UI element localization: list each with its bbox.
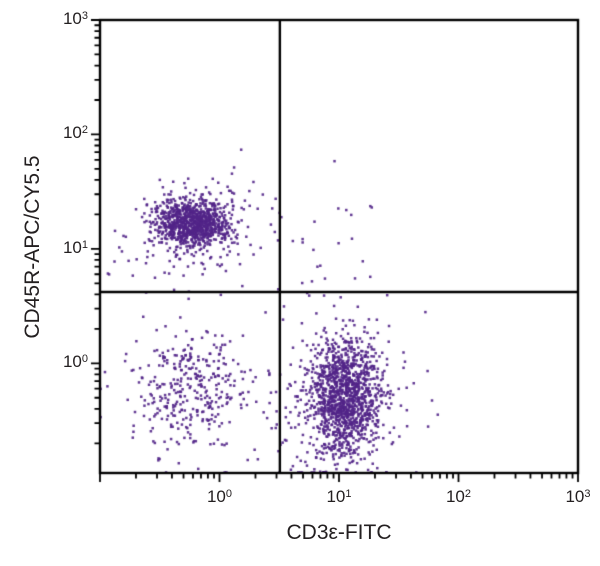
x-axis-tick-label-exponent: 2 <box>464 488 472 500</box>
x-axis-tick-label-exponent: 1 <box>345 488 352 500</box>
y-axis-tick-label-exponent: 3 <box>81 10 88 23</box>
y-axis-tick-label: 101 <box>62 237 88 257</box>
y-axis-tick-label: 103 <box>62 9 88 29</box>
y-axis-tick-label: 102 <box>62 123 88 143</box>
y-axis-tick-label-exponent: 0 <box>81 353 88 366</box>
x-axis-tick-label: 101 <box>326 487 352 506</box>
y-axis-tick-label-exponent: 2 <box>81 124 88 137</box>
y-axis-tick-label-exponent: 1 <box>81 238 88 251</box>
x-axis-tick-label: 102 <box>445 487 472 506</box>
x-axis-title: CD3ε-FITC <box>286 521 392 544</box>
x-axis-tick-label-exponent: 0 <box>225 488 233 500</box>
x-axis-tick-label: 103 <box>565 487 591 506</box>
y-axis-tick-label: 100 <box>62 352 88 372</box>
x-axis-tick-label-exponent: 3 <box>584 488 591 500</box>
x-axis-tick-label: 100 <box>206 487 233 506</box>
